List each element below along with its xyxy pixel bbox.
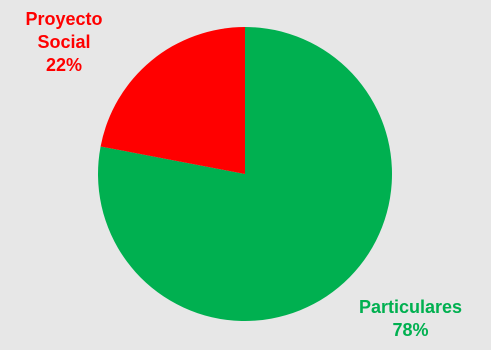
label-particulares-percent: 78% [392,320,429,340]
label-particulares-line1: Particulares [358,297,463,317]
label-proyecto-line2: Social [37,32,91,52]
label-proyecto-line1: Proyecto [25,9,103,29]
label-proyecto-percent: 22% [45,55,83,75]
pie-slice-particulares [97,27,392,321]
label-particulares: Particulares 78% [343,296,478,342]
label-proyecto-social: Proyecto Social 22% [14,8,114,77]
pie-slice-proyecto-social [100,27,245,174]
